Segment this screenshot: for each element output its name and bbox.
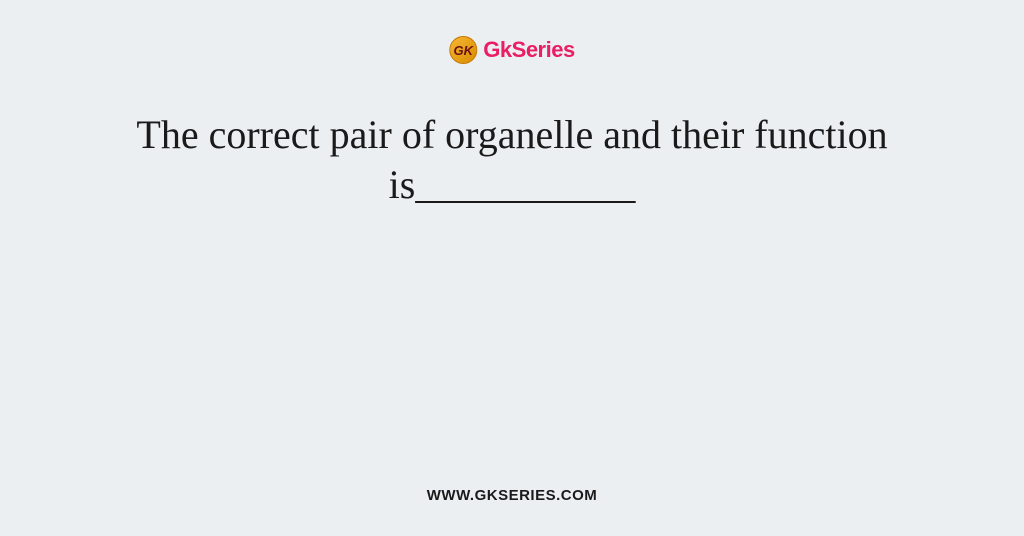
footer-url: WWW.GKSERIES.COM [427, 487, 598, 504]
logo-icon: GK [449, 36, 477, 64]
question-text: The correct pair of organelle and their … [72, 110, 952, 210]
logo: GK GkSeries [449, 36, 574, 64]
logo-brand-text: GkSeries [483, 37, 574, 63]
